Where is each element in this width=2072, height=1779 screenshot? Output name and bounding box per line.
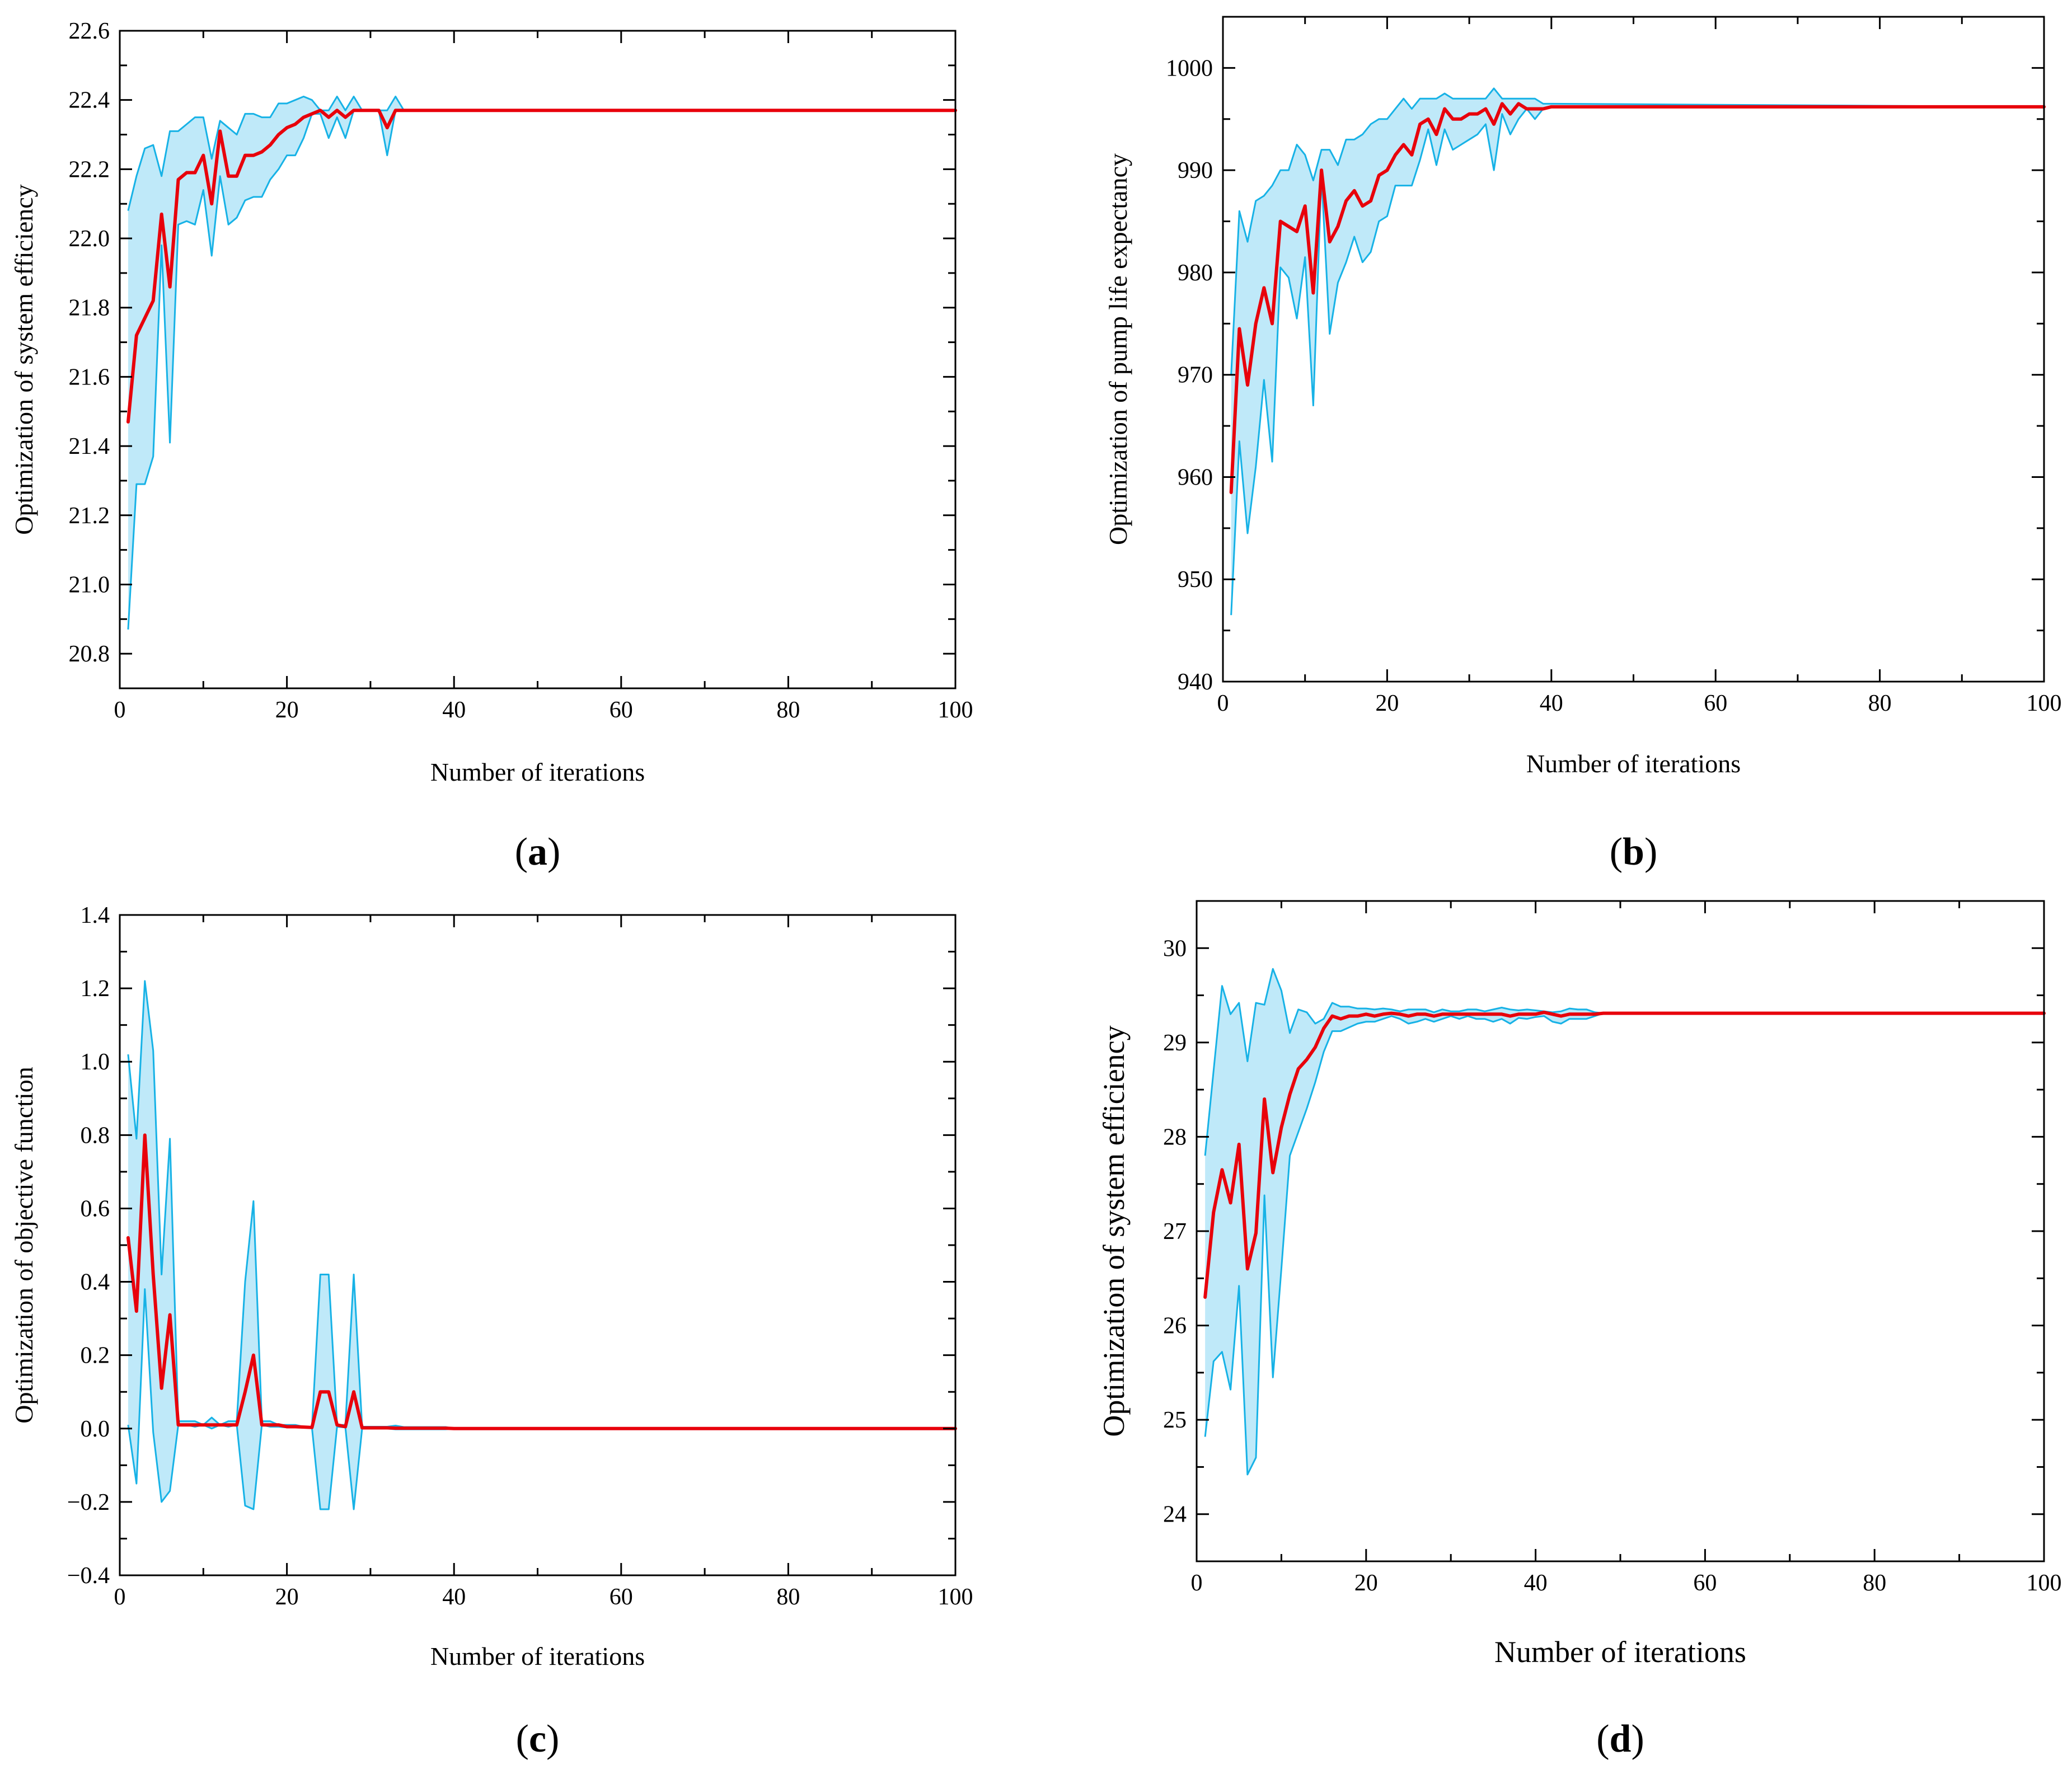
x-tick-label: 80 (776, 697, 800, 723)
y-tick-label: 22.2 (69, 157, 110, 182)
x-tick-label: 60 (610, 697, 633, 723)
x-tick-label: 60 (610, 1584, 633, 1610)
x-tick-label: 40 (1540, 691, 1563, 716)
y-tick-label: 1.4 (81, 903, 110, 928)
y-tick-label: 20.8 (69, 641, 110, 667)
x-tick-label: 100 (938, 1584, 973, 1610)
y-tick-label: 0.6 (81, 1196, 110, 1222)
y-tick-label: 30 (1163, 936, 1187, 961)
x-axis-title: Number of iterations (430, 758, 645, 786)
y-tick-label: 0.8 (81, 1123, 110, 1148)
x-tick-label: 20 (1375, 691, 1399, 716)
x-tick-label: 100 (938, 697, 973, 723)
y-tick-label: 21.8 (69, 295, 110, 321)
panel-label: (b) (1610, 830, 1658, 874)
plot-frame (1222, 16, 2045, 683)
y-tick-label: 21.2 (69, 503, 110, 529)
panel-letter: b (1623, 830, 1644, 874)
panel-letter: c (529, 1717, 546, 1761)
x-tick-label: 40 (442, 697, 466, 723)
plot-frame (1196, 900, 2045, 1562)
y-tick-label: 970 (1178, 363, 1213, 388)
y-tick-label: 27 (1163, 1219, 1187, 1245)
panel-b: 0 20 40 60 80 100 940 950 960 970 980 990 1000 Number… (1104, 16, 2062, 874)
lower-bound-line (1230, 106, 2044, 616)
x-tick-label: 40 (442, 1584, 466, 1610)
y-tick-label: 25 (1163, 1407, 1187, 1433)
confidence-band (128, 96, 956, 630)
confidence-band (1205, 969, 2044, 1475)
upper-bound-line (1230, 87, 2045, 375)
x-tick-label: 60 (1704, 691, 1727, 716)
y-tick-label: 0.4 (81, 1270, 110, 1295)
panel-label: (c) (516, 1717, 560, 1761)
y-axis-title: Optimization of pump life expectancy (1104, 153, 1132, 545)
y-tick-label: 21.4 (69, 434, 110, 459)
y-tick-label: 22.0 (69, 226, 110, 252)
y-tick-label: 22.4 (69, 88, 110, 114)
x-tick-label: 20 (275, 1584, 299, 1610)
y-tick-label: −0.2 (67, 1490, 110, 1515)
panel-letter: d (1610, 1717, 1632, 1761)
x-tick-label: 20 (1354, 1570, 1378, 1596)
x-tick-label: 100 (2027, 691, 2062, 716)
mean-line (126, 1133, 957, 1430)
y-tick-label: −0.4 (67, 1563, 110, 1589)
panel-c: 0 20 40 60 80 100 −0.4 −0.2 0.0 0.2 0.4 0.6 0.8 1.0 1.… (10, 903, 973, 1761)
x-axis-title: Number of iterations (430, 1642, 645, 1670)
y-tick-label: 1000 (1166, 55, 1213, 81)
y-tick-label: 1.2 (81, 976, 110, 1002)
panel-label: (d) (1596, 1717, 1644, 1761)
y-tick-label: 960 (1178, 464, 1213, 490)
x-tick-label: 60 (1693, 1570, 1717, 1596)
panel-a: 0 20 40 60 80 100 20.8 21.0 21.2 21.4 21.6 21.8 22.0… (10, 18, 973, 874)
y-tick-label: 29 (1163, 1030, 1187, 1056)
x-tick-label: 100 (2027, 1570, 2062, 1596)
x-tick-label: 20 (275, 697, 299, 723)
panel-letter: a (528, 830, 547, 874)
y-tick-label: 21.6 (69, 364, 110, 390)
panel-d: 0 20 40 60 80 100 24 25 26 27 28 29 30 Number of iter… (1097, 900, 2062, 1761)
mean-line (126, 109, 957, 424)
x-tick-label: 80 (776, 1584, 800, 1610)
y-axis-title: Optimization of system efficiency (1097, 1025, 1131, 1437)
upper-bound-line (1204, 968, 2044, 1156)
x-tick-label: 40 (1524, 1570, 1548, 1596)
y-tick-label: 24 (1163, 1502, 1187, 1528)
y-tick-label: 21.0 (69, 572, 110, 598)
mean-line (1229, 102, 2046, 494)
panel-label: (a) (515, 830, 561, 874)
y-tick-label: 950 (1178, 567, 1213, 593)
y-tick-label: 990 (1178, 158, 1213, 184)
y-axis-title: Optimization of objective function (10, 1067, 38, 1423)
x-tick-label: 80 (1863, 1570, 1886, 1596)
y-tick-label: 22.6 (69, 18, 110, 44)
y-axis-title: Optimization of system efficiency (10, 184, 38, 534)
y-tick-label: 980 (1178, 260, 1213, 286)
x-tick-label: 80 (1868, 691, 1892, 716)
mean-line (1203, 1010, 2046, 1299)
confidence-band (1231, 88, 2044, 616)
y-tick-label: 26 (1163, 1313, 1187, 1339)
x-axis-title: Number of iterations (1494, 1635, 1746, 1669)
x-tick-label: 0 (1191, 1570, 1203, 1596)
x-tick-label: 0 (114, 1584, 126, 1610)
y-tick-label: 0.0 (81, 1416, 110, 1442)
x-tick-label: 0 (114, 697, 126, 723)
x-axis-title: Number of iterations (1526, 749, 1741, 778)
y-tick-label: 0.2 (81, 1343, 110, 1369)
y-tick-label: 28 (1163, 1124, 1187, 1150)
y-tick-label: 940 (1178, 669, 1213, 695)
lower-bound-line (1204, 1012, 2044, 1476)
x-tick-label: 0 (1217, 691, 1229, 716)
y-tick-label: 1.0 (81, 1049, 110, 1075)
